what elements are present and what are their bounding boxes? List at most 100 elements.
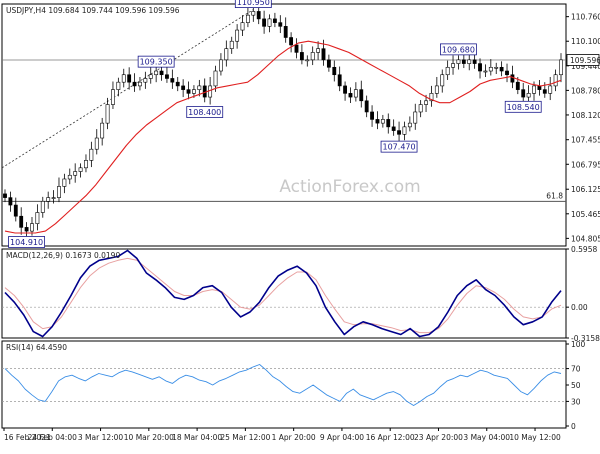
price-candle-body — [434, 85, 439, 94]
price-candle-body — [467, 59, 472, 64]
price-annotation-box — [137, 55, 175, 68]
price-candle-body — [559, 59, 563, 76]
price-candle-body — [30, 223, 34, 232]
price-candle-body — [499, 66, 504, 72]
price-candle-body — [483, 70, 488, 73]
price-candle-body — [494, 66, 499, 69]
x-axis-tick-label: 3 May 04:00 — [463, 433, 510, 442]
price-candle-body — [272, 18, 277, 23]
rsi-y-tick-label: 70 — [571, 365, 581, 374]
price-candle-body — [553, 74, 558, 87]
price-annotation-box — [186, 106, 224, 118]
price-candle-body — [472, 59, 477, 64]
rsi-line — [4, 364, 562, 406]
current-price-tag — [566, 54, 600, 66]
price-candle-body — [548, 85, 553, 94]
price-y-tick-label: 109.440 — [571, 62, 600, 71]
x-axis-tick-label: 16 Apr 12:00 — [366, 433, 415, 442]
price-candle-body — [321, 48, 326, 61]
price-panel-frame — [1, 3, 567, 247]
x-axis-tick-label: 23 Apr 20:00 — [414, 433, 463, 442]
price-candle-body — [478, 63, 482, 72]
price-candle-body — [488, 66, 493, 72]
price-annotation-label: 104.910 — [10, 238, 43, 247]
price-candle-body — [316, 48, 321, 53]
price-candle-body — [197, 85, 202, 90]
price-candle-body — [229, 40, 234, 49]
price-candle-body — [251, 11, 256, 16]
price-candle-body — [364, 100, 369, 113]
price-candle-body — [51, 197, 56, 199]
price-candle-body — [94, 137, 99, 150]
current-price-tag-label: 109.596 — [570, 56, 600, 65]
price-candle-body — [283, 26, 288, 38]
x-axis-tick-label: 24 Feb 04:00 — [28, 433, 77, 442]
price-candle-body — [13, 204, 18, 217]
price-annotation-label: 109.680 — [442, 45, 475, 54]
price-candle-body — [337, 74, 342, 87]
price-candle-body — [111, 89, 115, 105]
price-candle-body — [343, 85, 347, 94]
price-candle-body — [3, 193, 7, 198]
price-candle-body — [208, 85, 213, 98]
price-candle-body — [62, 178, 67, 187]
price-candle-body — [154, 70, 159, 76]
price-annotation-box — [504, 100, 542, 113]
price-candle-body — [348, 93, 353, 98]
price-candle-body — [424, 100, 428, 105]
price-candle-body — [40, 201, 45, 213]
price-annotation-box — [380, 140, 418, 153]
watermark-text: ActionForex.com — [279, 177, 420, 197]
price-candle-body — [429, 93, 434, 102]
price-candle-body — [310, 52, 315, 61]
price-candle-body — [186, 89, 191, 94]
moving-average-line — [4, 40, 562, 234]
price-candle-body — [24, 227, 29, 232]
price-candle-body — [19, 215, 24, 228]
price-candle-body — [542, 89, 547, 94]
price-candle-body — [46, 197, 51, 202]
price-annotation-box — [8, 236, 45, 248]
price-candle-body — [440, 74, 445, 87]
price-candle-body — [294, 44, 299, 53]
price-candle-body — [299, 52, 304, 61]
price-candle-body — [224, 48, 229, 61]
price-candle-body — [116, 81, 121, 90]
x-axis-tick-label: 18 Mar 04:00 — [172, 433, 222, 442]
price-y-tick-label: 108.780 — [571, 86, 600, 95]
price-candle-body — [359, 89, 364, 102]
rsi-y-tick-label: 100 — [571, 340, 586, 349]
price-annotation-label: 108.400 — [188, 108, 221, 117]
trendline-dashed — [1, 9, 254, 169]
price-candle-body — [278, 22, 283, 27]
price-candle-body — [181, 85, 186, 90]
price-candle-body — [380, 119, 385, 124]
price-candle-body — [402, 126, 407, 135]
price-candle-body — [165, 74, 169, 79]
x-axis-tick-label: 10 May 12:00 — [509, 433, 561, 442]
price-candle-body — [256, 11, 261, 20]
price-candle-body — [219, 59, 223, 72]
price-candle-body — [148, 74, 153, 79]
price-panel-title: USDJPY,H4 109.684 109.744 109.596 109.59… — [6, 6, 180, 15]
price-annotation-label: 108.540 — [507, 103, 540, 112]
price-y-tick-label: 110.100 — [571, 37, 600, 46]
price-y-tick-label: 106.125 — [571, 185, 600, 194]
macd-panel-frame — [1, 248, 567, 339]
price-candle-body — [413, 111, 418, 124]
macd-y-tick-label: 0.00 — [571, 303, 588, 312]
macd-y-tick-label: 0.5958 — [571, 245, 597, 254]
price-candle-body — [67, 174, 72, 180]
price-candle-body — [132, 81, 137, 87]
price-candle-body — [353, 89, 358, 98]
x-axis-tick-label: 9 Apr 04:00 — [320, 433, 364, 442]
price-y-tick-label: 106.795 — [571, 160, 600, 169]
macd-y-tick-label: -0.3158 — [571, 334, 600, 343]
price-y-tick-label: 110.760 — [571, 13, 600, 22]
price-candle-body — [332, 66, 337, 76]
price-candle-body — [305, 59, 310, 62]
price-candle-body — [175, 81, 180, 87]
x-axis-tick-label: 1 Apr 20:00 — [272, 433, 316, 442]
price-candle-body — [515, 81, 520, 90]
price-candle-body — [375, 119, 380, 124]
